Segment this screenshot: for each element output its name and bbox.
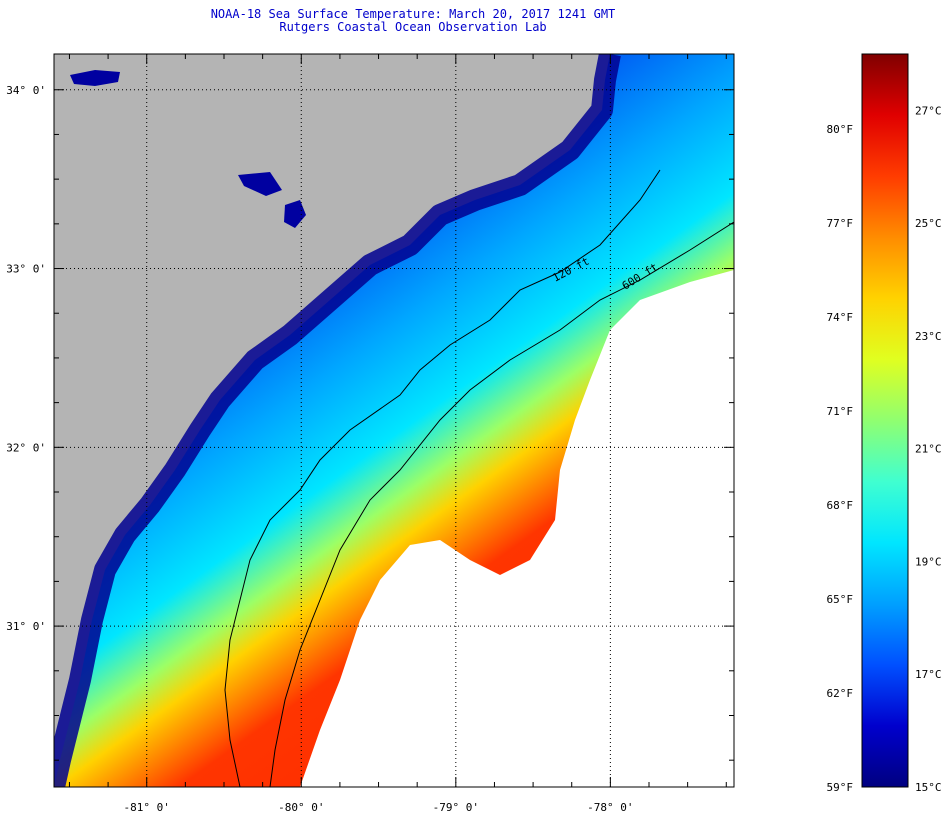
colorbar-f-label: 77°F xyxy=(827,217,854,230)
map-frame xyxy=(53,53,735,788)
lake-shape xyxy=(238,172,282,196)
colorbar-c-label: 15°C xyxy=(915,781,942,794)
colorbar-labels: 80°F 77°F 74°F 71°F 68°F 65°F 62°F 59°F 27°C 25°C… xyxy=(827,104,942,794)
colorbar xyxy=(861,53,909,788)
colorbar-c-label: 19°C xyxy=(915,555,942,568)
lon-tick-label: -78° 0' xyxy=(587,801,633,814)
colorbar-c-label: 27°C xyxy=(915,104,942,117)
colorbar-f-label: 65°F xyxy=(827,593,854,606)
colorbar-f-label: 71°F xyxy=(827,405,854,418)
colorbar-c-label: 25°C xyxy=(915,217,942,230)
lat-tick-label: 32° 0' xyxy=(6,441,46,454)
axis-tick-labels: -81° 0' -80° 0' -79° 0' -78° 0' 34° 0' 33° 0'… xyxy=(6,84,633,814)
lon-tick-label: -81° 0' xyxy=(124,801,170,814)
map-subtitle: Rutgers Coastal Ocean Observation Lab xyxy=(279,20,547,34)
lat-tick-label: 33° 0' xyxy=(6,263,46,276)
colorbar-f-label: 68°F xyxy=(827,499,854,512)
contour-600ft xyxy=(269,221,734,787)
colorbar-c-label: 23°C xyxy=(915,330,942,343)
lat-tick-label: 34° 0' xyxy=(6,84,46,97)
land-area xyxy=(54,54,610,787)
colorbar-c-label: 21°C xyxy=(915,443,942,456)
map-title: NOAA-18 Sea Surface Temperature: March 2… xyxy=(210,7,616,21)
lon-tick-label: -80° 0' xyxy=(278,801,324,814)
coastal-water xyxy=(54,54,621,787)
colorbar-f-label: 74°F xyxy=(827,311,854,324)
axis-ticks xyxy=(54,54,734,787)
lake-shape xyxy=(70,70,120,86)
lon-tick-label: -79° 0' xyxy=(433,801,479,814)
colorbar-c-label: 17°C xyxy=(915,668,942,681)
cloud-mask xyxy=(300,270,734,787)
colorbar-f-label: 59°F xyxy=(827,781,854,794)
lat-tick-label: 31° 0' xyxy=(6,620,46,633)
contour-120ft xyxy=(224,169,661,787)
graticule xyxy=(54,54,734,787)
colorbar-f-label: 80°F xyxy=(827,123,854,136)
colorbar-f-label: 62°F xyxy=(827,687,854,700)
lake-shape xyxy=(284,200,306,228)
